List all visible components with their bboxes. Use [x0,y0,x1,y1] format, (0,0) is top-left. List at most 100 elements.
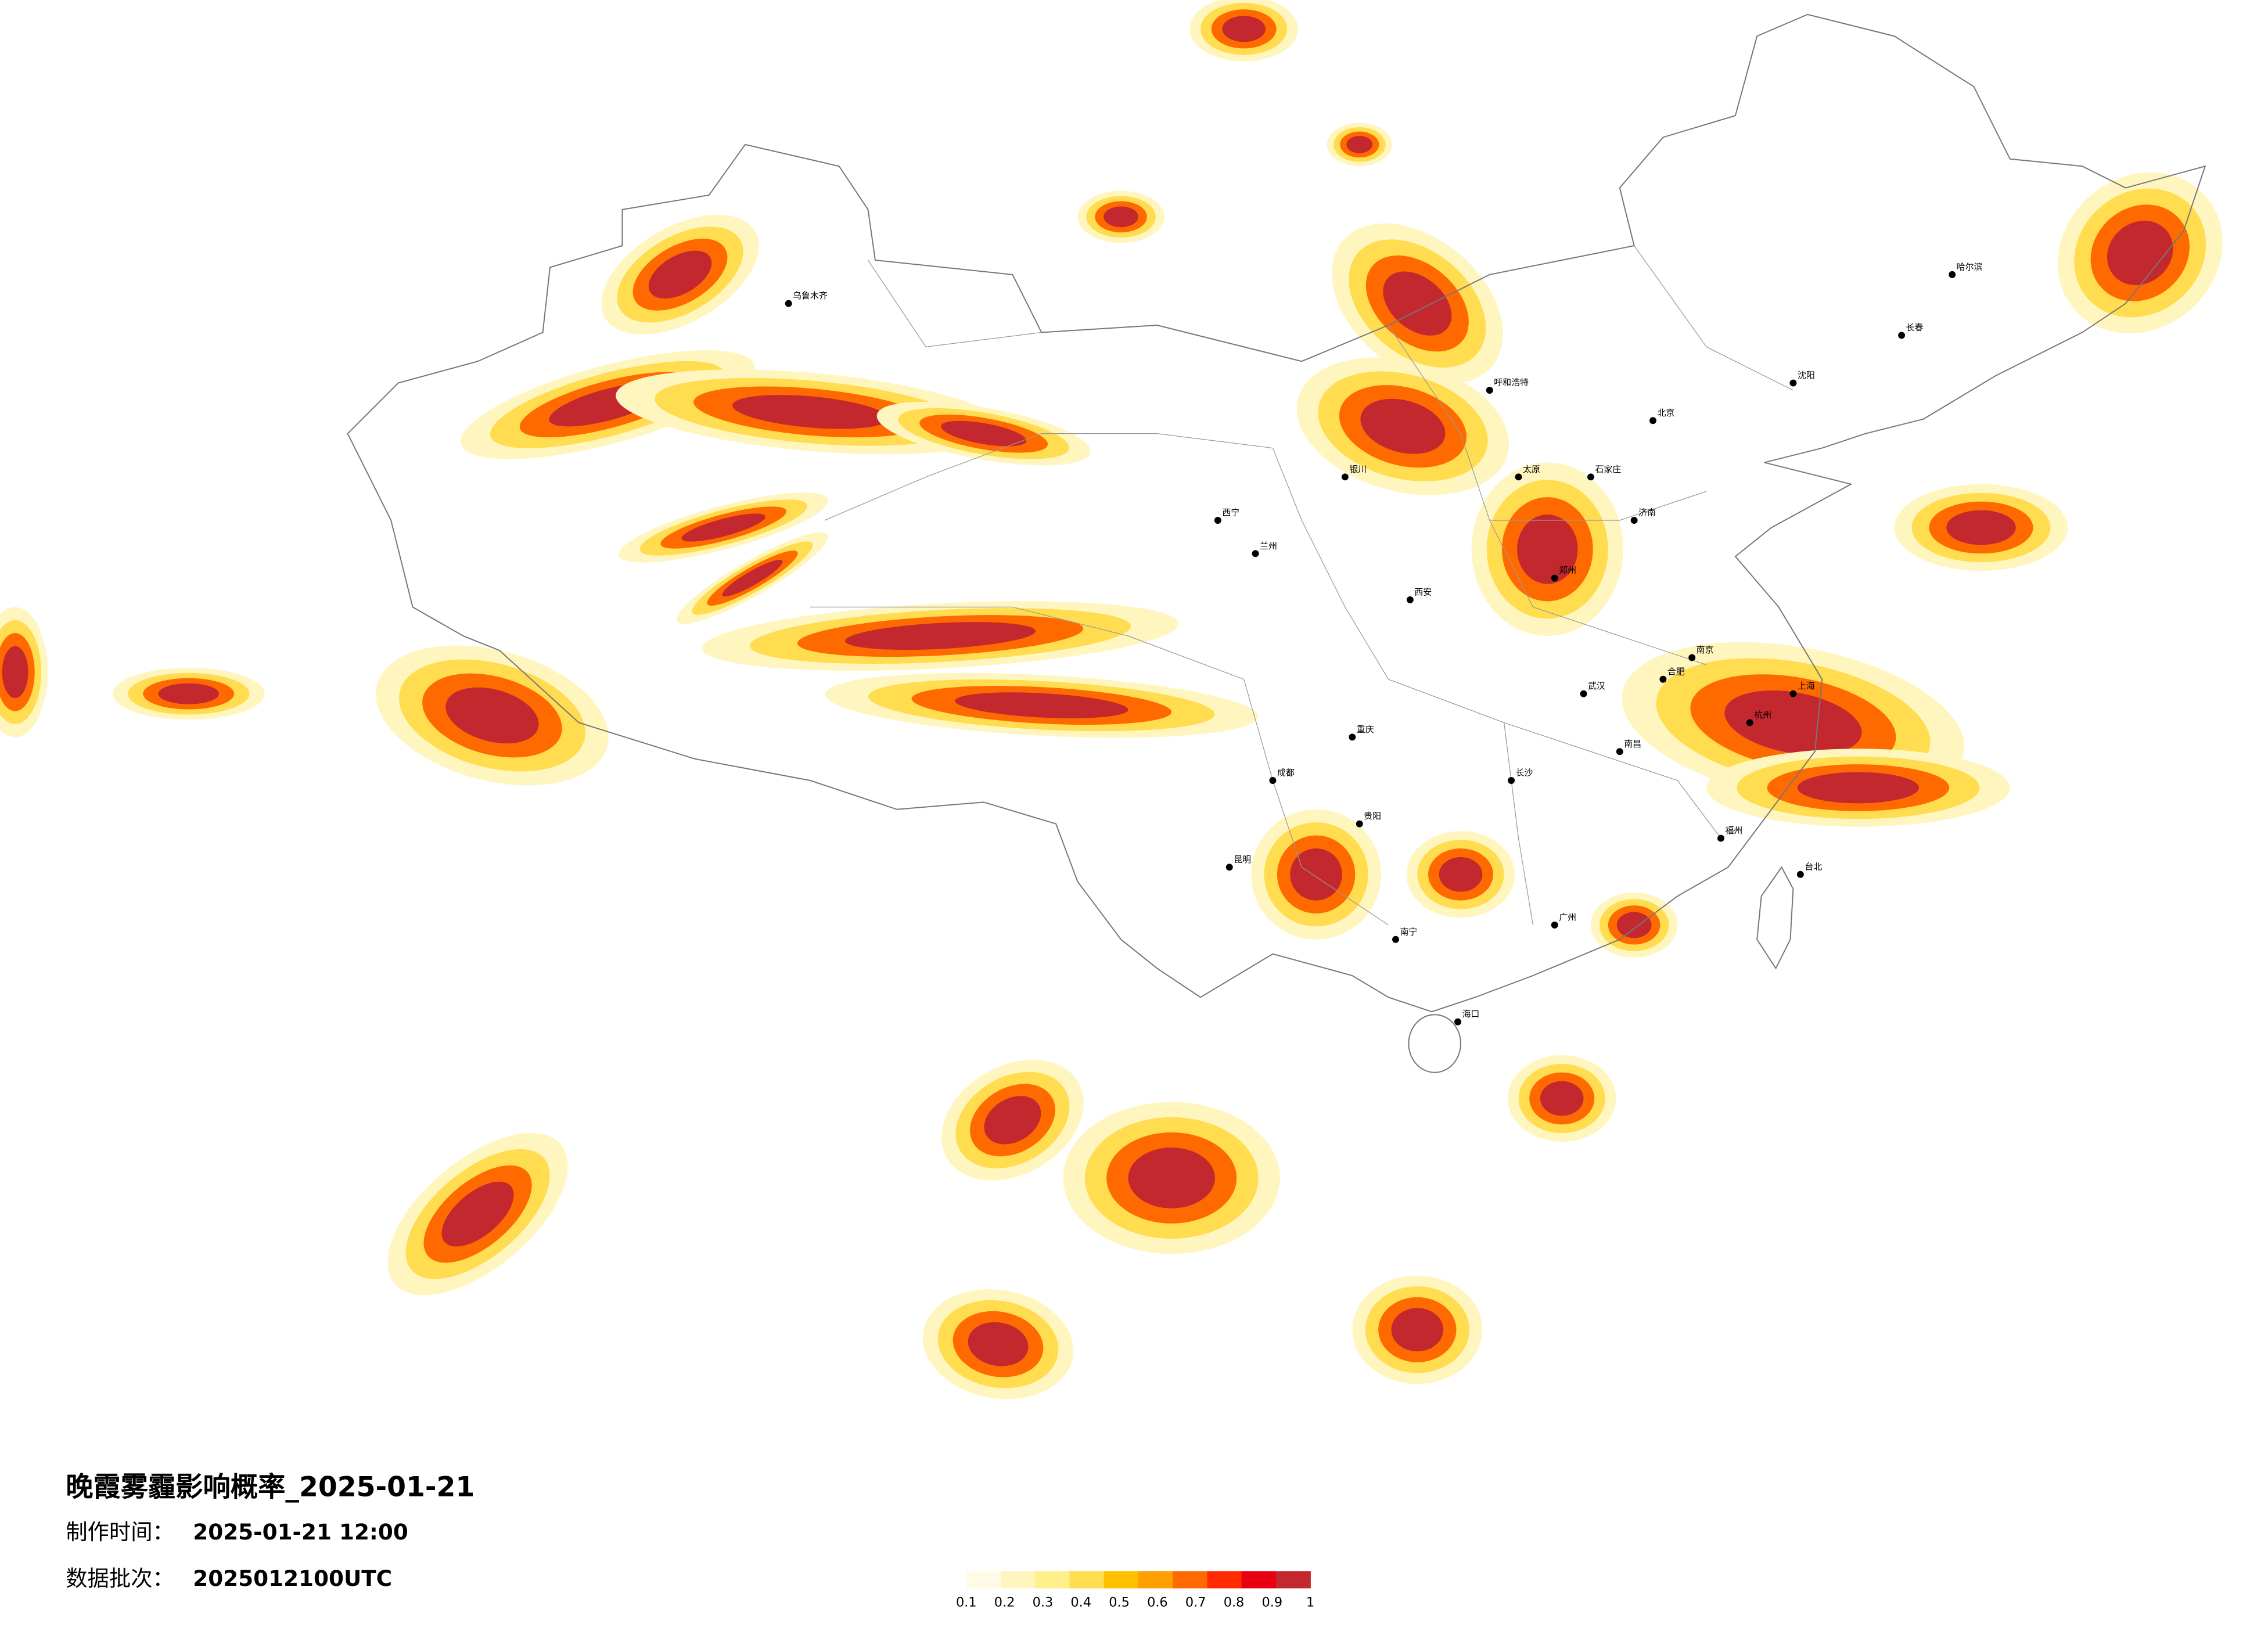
haze-patch [1439,857,1483,892]
city-label: 银川 [1349,464,1367,474]
city-label: 石家庄 [1595,464,1621,474]
taiwan-outline [1756,866,1794,970]
colorbar-swatch [1138,1571,1173,1589]
haze-patch [681,513,765,542]
city-dot [1349,733,1356,741]
city-label: 北京 [1657,408,1674,418]
city-label: 长沙 [1516,768,1533,778]
city-dot [1789,690,1797,697]
country-outline [347,13,2206,1013]
haze-patch [2107,221,2173,286]
haze-patch [1616,912,1652,938]
city-dot [1898,332,1906,339]
city-dot [1508,777,1515,784]
colorbar-swatch [1069,1571,1105,1589]
city-dot [1587,473,1594,481]
production-label: 制作时间： [66,1519,174,1545]
colorbar-tick-label: 0.5 [1109,1595,1130,1610]
colorbar-tick-label: 0.7 [1185,1595,1206,1610]
boundaries [347,13,2206,1073]
haze-patch [1128,1147,1215,1208]
city-dot [1406,596,1414,603]
province-lines [810,245,1793,926]
haze-layer [0,0,2223,1400]
city-label: 长春 [1906,322,1924,333]
city-label: 哈尔滨 [1957,261,1983,272]
city-label: 上海 [1798,681,1815,691]
colorbar-swatch [1173,1571,1208,1589]
colorbar-tick-label: 0.3 [1033,1595,1054,1610]
colorbar-tick-label: 0.9 [1262,1595,1283,1610]
city-label: 重庆 [1357,724,1374,735]
haze-patch [1222,16,1266,42]
city-dot [1515,473,1522,481]
city-label: 郑州 [1559,565,1576,575]
city-label: 沈阳 [1798,370,1815,380]
city-dot [1214,517,1221,524]
haze-patch [2,646,28,699]
city-dot [1659,675,1667,683]
haze-patch [1360,398,1446,454]
city-dot [1551,574,1558,582]
colorbar-swatch [1035,1571,1070,1589]
city-label: 济南 [1638,508,1656,518]
city-dot [1580,690,1587,697]
city-label: 合肥 [1667,666,1685,677]
city-dot [1269,777,1277,784]
haze-patch [441,1181,514,1247]
haze-patch [984,1096,1041,1145]
haze-patch [1946,510,2016,545]
city-dot [1630,517,1638,524]
city-label: 乌鲁木齐 [793,290,828,301]
city-dot [1717,834,1724,842]
haze-patch [1290,848,1342,901]
city-dot [1454,1018,1461,1026]
city-label: 西安 [1414,587,1432,597]
city-label: 西宁 [1222,508,1239,518]
city-dot [1649,417,1656,425]
city-dot [785,300,792,307]
haze-patch [844,622,1036,650]
city-label: 昆明 [1234,854,1251,865]
haze-patch [722,559,783,597]
haze-patch [1797,772,1919,804]
city-label: 广州 [1559,912,1576,922]
colorbar-tick-label: 0.8 [1224,1595,1245,1610]
map-title: 晚霞雾霾影响概率_2025-01-21 [66,1472,475,1503]
city-label: 兰州 [1260,541,1277,551]
city-dot [1551,921,1558,929]
city-dot [1225,864,1233,871]
hainan-outline [1408,1014,1461,1073]
haze-patch [732,395,888,429]
city-label: 太原 [1523,464,1540,474]
colorbar-swatch [1241,1571,1277,1589]
colorbar-swatch [1275,1571,1311,1589]
city-dot [1356,820,1363,828]
colorbar-swatch [966,1571,1001,1589]
haze-patch [648,250,712,299]
city-dot [1486,387,1493,394]
city-label: 福州 [1725,825,1742,836]
haze-patch [1517,515,1578,584]
colorbar-tick-label: 1 [1306,1595,1314,1610]
haze-patch [941,420,1027,447]
city-label: 海口 [1462,1009,1479,1019]
city-label: 呼和浩特 [1494,377,1529,388]
city-dot [1392,936,1399,943]
haze-patch [158,683,220,704]
colorbar-tick-label: 0.6 [1147,1595,1168,1610]
city-label: 贵阳 [1364,811,1381,821]
city-label: 台北 [1805,861,1822,872]
haze-patch [1346,135,1373,153]
colorbar: 0.1 0.2 0.3 0.4 0.5 0.6 0.7 0.8 0.9 1 [956,1571,1314,1610]
haze-patch [1724,690,1862,755]
city-dot [1252,550,1259,557]
haze-patch [1391,1308,1444,1352]
city-dot [1746,719,1753,726]
city-label: 南昌 [1624,739,1641,749]
city-label: 南宁 [1400,926,1417,937]
colorbar-tick-label: 0.1 [956,1595,977,1610]
city-dot [1616,748,1623,756]
